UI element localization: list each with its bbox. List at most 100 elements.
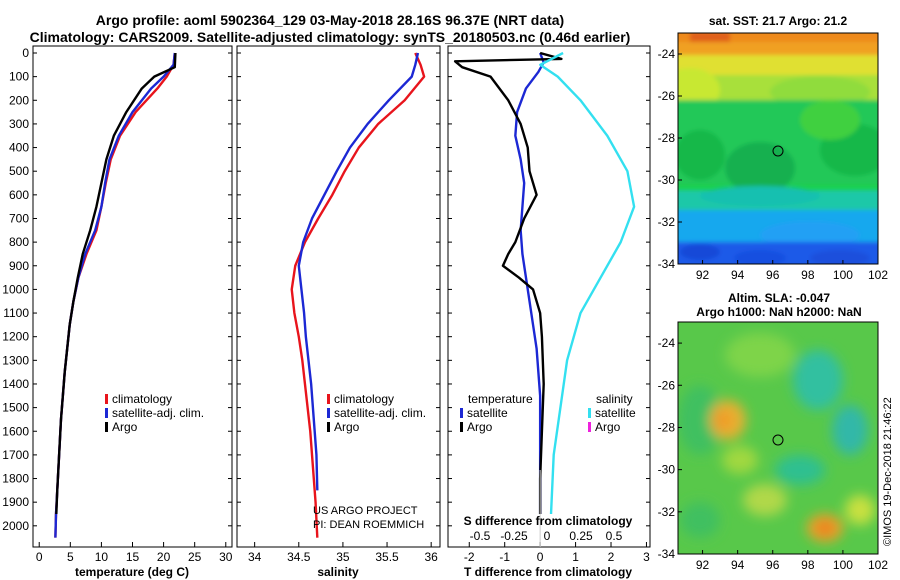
legend-label-climatology: climatology (112, 392, 172, 406)
x-tick-label: -1 (499, 550, 510, 564)
map-lon-label: 94 (731, 558, 745, 572)
x-tick-label: 3 (643, 550, 650, 564)
legend-label-s-argo: Argo (595, 420, 621, 434)
map-lon-label: 100 (833, 268, 853, 282)
legend-label-climatology: climatology (334, 392, 394, 406)
legend-label-argo: Argo (112, 420, 138, 434)
depth-tick-label: 500 (9, 164, 29, 178)
x-tick-label: 20 (157, 550, 171, 564)
credit-project: US ARGO PROJECT (313, 505, 418, 517)
depth-tick-label: 1000 (2, 282, 29, 296)
x-tick-label: 10 (95, 550, 109, 564)
depth-tick-label: 1500 (2, 401, 29, 415)
s-tick: -0.25 (500, 529, 528, 543)
map-lon-label: 96 (766, 558, 780, 572)
map-lat-label: -34 (658, 257, 676, 271)
series-temperature-argo (453, 51, 563, 514)
depth-tick-label: 300 (9, 117, 29, 131)
legend-swatch-argo (105, 422, 108, 432)
map-axes: -24 -26 -28 -30 -32 -34 92 94 96 98 100 102 -24 -26 -2… (658, 47, 889, 572)
temperature-panel-frame (32, 45, 233, 548)
credit-pi: PI: DEAN ROEMMICH (313, 519, 424, 531)
legend-label-t-satellite: satellite (467, 406, 508, 420)
depth-tick-label: 1800 (2, 472, 29, 486)
depth-tick-label: 1300 (2, 353, 29, 367)
temperature-legend: climatology satellite-adj. clim. Argo (105, 392, 204, 434)
figure-title-line2: Climatology: CARS2009. Satellite-adjuste… (29, 29, 631, 45)
x-tick-label: 5 (67, 550, 74, 564)
map-lon-label: 100 (833, 558, 853, 572)
x-tick-label: 0 (36, 550, 43, 564)
argo-location-marker (772, 434, 784, 446)
map-lat-label: -28 (658, 131, 676, 145)
depth-tick-label: 800 (9, 235, 29, 249)
sst-map-image (678, 33, 878, 264)
legend-title-salinity: salinity (596, 392, 633, 406)
s-tick: -0.5 (470, 529, 491, 543)
legend-swatch-satellite (327, 408, 330, 418)
difference-panel-frame (447, 45, 651, 548)
salinity-panel-frame (236, 45, 441, 548)
legend-label-satellite: satellite-adj. clim. (112, 406, 204, 420)
map-lon-label: 96 (766, 268, 780, 282)
map-lon-label: 94 (731, 268, 745, 282)
sst-map-title: sat. SST: 21.7 Argo: 21.2 (709, 14, 848, 28)
map-lat-label: -28 (658, 420, 676, 434)
map-lat-label: -30 (658, 173, 676, 187)
map-lat-label: -30 (658, 463, 676, 477)
legend-swatch-s-satellite (588, 408, 591, 418)
map-lat-label: -32 (658, 505, 676, 519)
x-tick-label: 15 (126, 550, 140, 564)
depth-tick-label: 200 (9, 93, 29, 107)
difference-profiles (453, 51, 636, 515)
map-lat-label: -26 (658, 378, 676, 392)
legend-title-temperature: temperature (468, 392, 533, 406)
map-lon-label: 98 (801, 268, 815, 282)
depth-tick-label: 1900 (2, 495, 29, 509)
salinity-legend: climatology satellite-adj. clim. Argo (327, 392, 426, 434)
depth-axis: 0 100 200 300 400 500 600 700 800 900 1000 1100 1200… (2, 46, 650, 533)
legend-label-argo: Argo (334, 420, 360, 434)
legend-swatch-climatology (327, 394, 330, 404)
imos-credit: ©IMOS 19-Dec-2018 21:46:22 (882, 397, 894, 546)
map-lat-label: -32 (658, 215, 676, 229)
map-lat-label: -24 (658, 47, 676, 61)
depth-tick-label: 400 (9, 141, 29, 155)
series-argo (55, 52, 177, 515)
depth-tick-label: 1600 (2, 424, 29, 438)
depth-tick-label: 900 (9, 259, 29, 273)
x-tick-label: 36 (424, 550, 438, 564)
t-difference-axis-label: T difference from climatology (464, 565, 632, 579)
sst-map-frame (677, 32, 879, 265)
x-tick-label: 35.5 (375, 550, 399, 564)
legend-label-s-satellite: satellite (595, 406, 636, 420)
legend-swatch-satellite (105, 408, 108, 418)
depth-tick-label: 700 (9, 211, 29, 225)
x-tick-label: 35 (336, 550, 350, 564)
legend-swatch-t-satellite (460, 408, 463, 418)
series-satellite-adj-clim- (297, 52, 420, 491)
figure-title-line1: Argo profile: aoml 5902364_129 03-May-20… (95, 12, 565, 28)
depth-tick-label: 1400 (2, 377, 29, 391)
series-salinity-satellite (539, 51, 636, 515)
difference-legend: temperature satellite Argo salinity sate… (460, 392, 636, 434)
legend-label-satellite: satellite-adj. clim. (334, 406, 426, 420)
depth-tick-label: 100 (9, 70, 29, 84)
profile-x-ticks: 0 5 10 15 20 25 30 34 34.5 35 35.5 36 -2 -1 0 1 2 3 (36, 542, 650, 564)
map-lon-label: 102 (868, 558, 888, 572)
depth-tick-label: 600 (9, 188, 29, 202)
sla-map-frame (677, 321, 879, 555)
s-tick: 0 (544, 529, 551, 543)
map-lon-label: 92 (696, 268, 710, 282)
salinity-axis-label: salinity (317, 565, 359, 579)
s-tick: 0.5 (606, 529, 623, 543)
depth-tick-label: 1700 (2, 448, 29, 462)
depth-tick-label: 1200 (2, 330, 29, 344)
temperature-axis-label: temperature (deg C) (75, 565, 189, 579)
map-lon-label: 92 (696, 558, 710, 572)
x-tick-label: 34 (248, 550, 262, 564)
temperature-profiles (54, 52, 177, 538)
depth-tick-label: 2000 (2, 519, 29, 533)
map-lat-label: -24 (658, 336, 676, 350)
